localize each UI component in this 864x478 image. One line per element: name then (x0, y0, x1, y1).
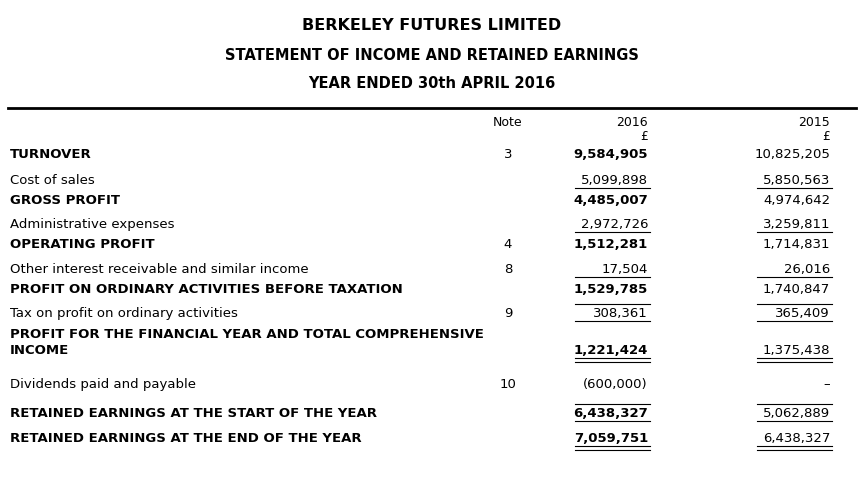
Text: 10,825,205: 10,825,205 (754, 148, 830, 161)
Text: 5,062,889: 5,062,889 (763, 407, 830, 420)
Text: 1,740,847: 1,740,847 (763, 283, 830, 296)
Text: 3,259,811: 3,259,811 (763, 218, 830, 231)
Text: RETAINED EARNINGS AT THE START OF THE YEAR: RETAINED EARNINGS AT THE START OF THE YE… (10, 407, 377, 420)
Text: £: £ (640, 130, 648, 143)
Text: Other interest receivable and similar income: Other interest receivable and similar in… (10, 263, 308, 276)
Text: INCOME: INCOME (10, 344, 69, 357)
Text: 2016: 2016 (616, 116, 648, 129)
Text: 365,409: 365,409 (775, 307, 830, 320)
Text: Cost of sales: Cost of sales (10, 174, 95, 187)
Text: PROFIT FOR THE FINANCIAL YEAR AND TOTAL COMPREHENSIVE: PROFIT FOR THE FINANCIAL YEAR AND TOTAL … (10, 328, 484, 341)
Text: 7,059,751: 7,059,751 (574, 432, 648, 445)
Text: Tax on profit on ordinary activities: Tax on profit on ordinary activities (10, 307, 238, 320)
Text: 3: 3 (504, 148, 512, 161)
Text: 2015: 2015 (798, 116, 830, 129)
Text: YEAR ENDED 30th APRIL 2016: YEAR ENDED 30th APRIL 2016 (308, 76, 556, 91)
Text: PROFIT ON ORDINARY ACTIVITIES BEFORE TAXATION: PROFIT ON ORDINARY ACTIVITIES BEFORE TAX… (10, 283, 403, 296)
Text: 5,099,898: 5,099,898 (581, 174, 648, 187)
Text: 9,584,905: 9,584,905 (574, 148, 648, 161)
Text: STATEMENT OF INCOME AND RETAINED EARNINGS: STATEMENT OF INCOME AND RETAINED EARNING… (225, 48, 639, 63)
Text: Note: Note (493, 116, 523, 129)
Text: 9: 9 (504, 307, 512, 320)
Text: 4,974,642: 4,974,642 (763, 194, 830, 207)
Text: 1,221,424: 1,221,424 (574, 344, 648, 357)
Text: 308,361: 308,361 (594, 307, 648, 320)
Text: Administrative expenses: Administrative expenses (10, 218, 175, 231)
Text: £: £ (823, 130, 830, 143)
Text: 8: 8 (504, 263, 512, 276)
Text: 5,850,563: 5,850,563 (763, 174, 830, 187)
Text: RETAINED EARNINGS AT THE END OF THE YEAR: RETAINED EARNINGS AT THE END OF THE YEAR (10, 432, 362, 445)
Text: 6,438,327: 6,438,327 (573, 407, 648, 420)
Text: 4,485,007: 4,485,007 (573, 194, 648, 207)
Text: 6,438,327: 6,438,327 (763, 432, 830, 445)
Text: OPERATING PROFIT: OPERATING PROFIT (10, 238, 155, 251)
Text: 17,504: 17,504 (601, 263, 648, 276)
Text: BERKELEY FUTURES LIMITED: BERKELEY FUTURES LIMITED (302, 18, 562, 33)
Text: 1,529,785: 1,529,785 (574, 283, 648, 296)
Text: GROSS PROFIT: GROSS PROFIT (10, 194, 120, 207)
Text: 10: 10 (499, 378, 517, 391)
Text: Dividends paid and payable: Dividends paid and payable (10, 378, 196, 391)
Text: 1,714,831: 1,714,831 (763, 238, 830, 251)
Text: –: – (823, 378, 830, 391)
Text: 2,972,726: 2,972,726 (581, 218, 648, 231)
Text: (600,000): (600,000) (583, 378, 648, 391)
Text: 26,016: 26,016 (784, 263, 830, 276)
Text: 4: 4 (504, 238, 512, 251)
Text: TURNOVER: TURNOVER (10, 148, 92, 161)
Text: 1,512,281: 1,512,281 (574, 238, 648, 251)
Text: 1,375,438: 1,375,438 (763, 344, 830, 357)
